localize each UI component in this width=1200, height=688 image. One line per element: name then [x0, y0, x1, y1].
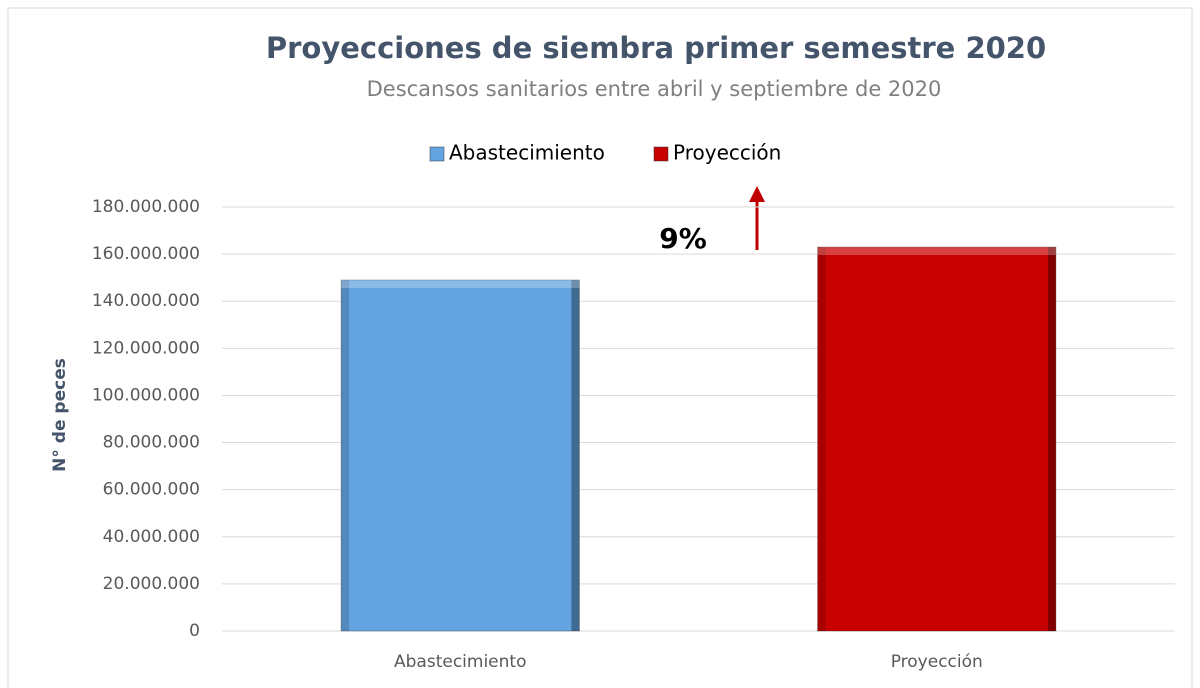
y-tick-label: 160.000.000 — [92, 244, 200, 264]
legend-label: Proyección — [673, 141, 781, 165]
bar — [340, 279, 580, 632]
bar-highlight — [817, 247, 1056, 256]
y-tick-label: 0 — [189, 621, 200, 641]
annotation: 9% — [659, 222, 707, 255]
chart-title: Proyecciones de siembra primer semestre … — [266, 31, 1046, 65]
bar-shade-right — [571, 280, 580, 631]
legend-label: Abastecimiento — [449, 141, 605, 165]
y-tick-label: 60.000.000 — [103, 480, 200, 500]
y-tick-label: 140.000.000 — [92, 291, 200, 311]
chart-subtitle: Descansos sanitarios entre abril y septi… — [367, 77, 942, 101]
bar-shade-right — [1047, 247, 1056, 632]
bar — [817, 246, 1057, 632]
legend-swatch — [653, 146, 669, 162]
y-tick-label: 120.000.000 — [92, 338, 200, 358]
y-tick-label: 180.000.000 — [92, 197, 200, 217]
y-tick-label: 100.000.000 — [92, 385, 200, 405]
x-tick-label: Abastecimiento — [394, 652, 526, 672]
bar-highlight — [341, 280, 580, 289]
bar-shade-left — [817, 247, 826, 632]
y-tick-label: 20.000.000 — [103, 574, 200, 594]
x-tick-label: Proyección — [891, 652, 983, 672]
legend-swatch — [429, 146, 445, 162]
arrow-head — [749, 186, 765, 202]
y-tick-label: 80.000.000 — [103, 433, 200, 453]
y-tick-label: 40.000.000 — [103, 527, 200, 547]
y-axis-label: N° de peces — [50, 358, 70, 472]
bar-shade-left — [341, 280, 350, 631]
